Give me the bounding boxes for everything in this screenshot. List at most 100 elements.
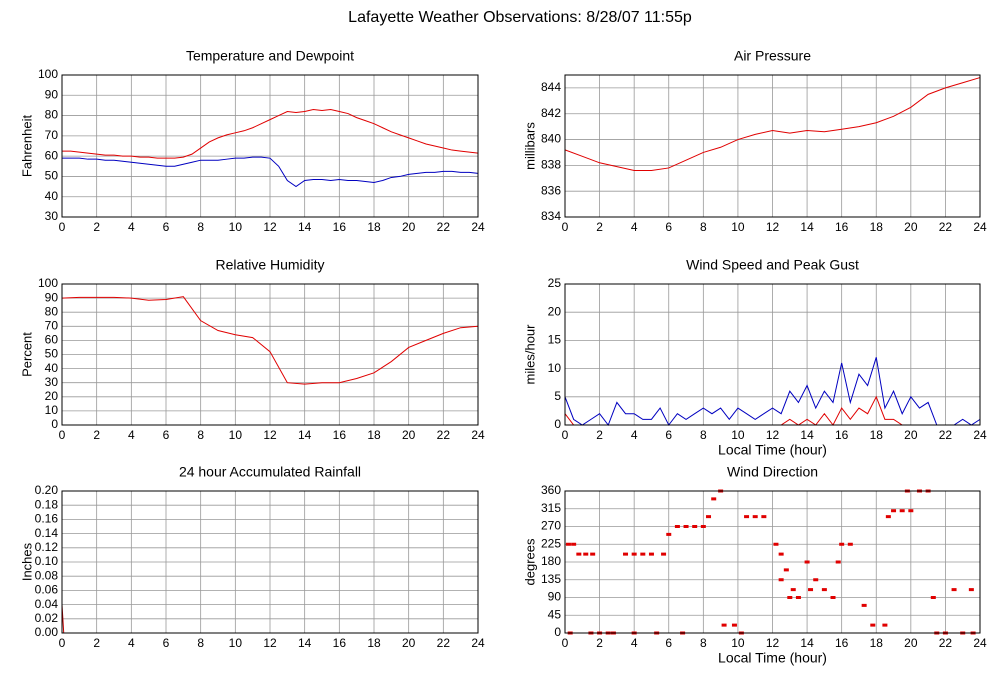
plot-frame — [564, 490, 981, 634]
plot-frame — [564, 74, 981, 218]
x-tick-label: 24 — [973, 428, 987, 442]
data-point — [795, 596, 801, 599]
y-tick-label: 40 — [45, 361, 59, 375]
y-tick-label: 20 — [548, 304, 562, 318]
data-point — [692, 525, 698, 528]
data-line — [61, 296, 479, 385]
x-tick-label: 14 — [298, 428, 312, 442]
data-point — [744, 515, 750, 519]
x-tick-label: 22 — [437, 220, 451, 234]
y-tick-label: 90 — [45, 290, 59, 304]
y-tick-label: 80 — [45, 304, 59, 318]
x-tick-label: 4 — [631, 636, 638, 650]
data-point — [804, 560, 810, 564]
data-point — [683, 525, 689, 528]
y-tick-label: 135 — [541, 572, 561, 586]
y-tick-label: 180 — [541, 554, 561, 568]
x-tick-label: 16 — [835, 636, 849, 650]
x-tick-label: 24 — [471, 428, 485, 442]
x-tick-label: 8 — [700, 220, 707, 234]
data-point — [790, 588, 796, 592]
data-point — [930, 596, 936, 599]
x-tick-label: 2 — [93, 636, 100, 650]
x-tick-label: 8 — [700, 428, 707, 442]
x-tick-label: 22 — [437, 636, 451, 650]
y-tick-label: 0 — [51, 417, 58, 431]
data-point — [891, 509, 897, 513]
x-tick-label: 0 — [562, 428, 569, 442]
data-point — [565, 542, 571, 546]
x-tick-label: 10 — [731, 428, 745, 442]
y-tick-label: 70 — [45, 128, 59, 142]
x-tick-label: 16 — [835, 220, 849, 234]
x-tick-label: 18 — [367, 220, 381, 234]
data-point — [674, 525, 680, 528]
data-point — [835, 560, 841, 564]
x-tick-label: 20 — [904, 220, 918, 234]
y-tick-label: 30 — [45, 209, 59, 223]
data-point — [640, 552, 646, 556]
y-tick-label: 0 — [554, 625, 561, 639]
x-tick-label: 4 — [128, 220, 135, 234]
x-tick-label: 22 — [437, 428, 451, 442]
data-point — [590, 552, 596, 556]
y-tick-label: 0.12 — [35, 540, 59, 554]
data-point — [813, 578, 819, 582]
data-point — [700, 525, 706, 528]
y-tick-label: 40 — [45, 189, 59, 203]
data-point — [787, 596, 793, 599]
y-tick-label: 838 — [541, 158, 561, 172]
y-tick-label: 844 — [541, 80, 561, 94]
x-tick-label: 22 — [939, 428, 953, 442]
y-tick-label: 50 — [45, 347, 59, 361]
y-axis-label: Percent — [19, 332, 34, 377]
y-tick-label: 100 — [38, 276, 58, 290]
y-tick-label: 0.18 — [35, 497, 59, 511]
y-tick-label: 270 — [541, 519, 561, 533]
y-tick-label: 225 — [541, 536, 561, 550]
x-tick-label: 18 — [367, 636, 381, 650]
data-point — [623, 552, 629, 556]
x-tick-label: 12 — [263, 220, 277, 234]
y-tick-label: 0.00 — [35, 625, 59, 639]
x-tick-label: 18 — [367, 428, 381, 442]
y-tick-label: 0.06 — [35, 583, 59, 597]
data-point — [808, 588, 814, 592]
data-point — [839, 542, 845, 546]
data-point — [778, 552, 784, 556]
page-title: Lafayette Weather Observations: 8/28/07 … — [348, 9, 692, 26]
data-point — [576, 552, 582, 556]
y-tick-label: 15 — [548, 333, 562, 347]
data-point — [830, 596, 836, 599]
y-tick-label: 840 — [541, 132, 561, 146]
x-tick-label: 0 — [59, 428, 66, 442]
chart-title: 24 hour Accumulated Rainfall — [179, 464, 361, 480]
y-tick-label: 100 — [38, 67, 58, 81]
data-line — [62, 156, 479, 188]
x-tick-label: 20 — [904, 636, 918, 650]
x-tick-label: 24 — [471, 220, 485, 234]
data-point — [773, 542, 779, 546]
x-tick-label: 12 — [766, 428, 780, 442]
x-tick-label: 14 — [800, 220, 814, 234]
x-tick-label: 22 — [939, 636, 953, 650]
data-point — [761, 515, 767, 519]
data-point — [882, 623, 888, 627]
y-tick-label: 360 — [541, 483, 561, 497]
x-tick-label: 22 — [939, 220, 953, 234]
y-axis-label: Inches — [19, 542, 34, 581]
data-point — [571, 542, 577, 546]
y-tick-label: 90 — [45, 87, 59, 101]
y-tick-label: 836 — [541, 183, 561, 197]
y-tick-label: 10 — [548, 361, 562, 375]
x-tick-label: 16 — [333, 636, 347, 650]
y-tick-label: 70 — [45, 318, 59, 332]
y-tick-label: 60 — [45, 148, 59, 162]
data-point — [648, 552, 654, 556]
x-tick-label: 12 — [263, 428, 277, 442]
x-tick-label: 24 — [973, 220, 987, 234]
x-tick-label: 4 — [631, 428, 638, 442]
x-tick-label: 20 — [402, 220, 416, 234]
x-tick-label: 12 — [766, 220, 780, 234]
data-point — [870, 623, 876, 627]
